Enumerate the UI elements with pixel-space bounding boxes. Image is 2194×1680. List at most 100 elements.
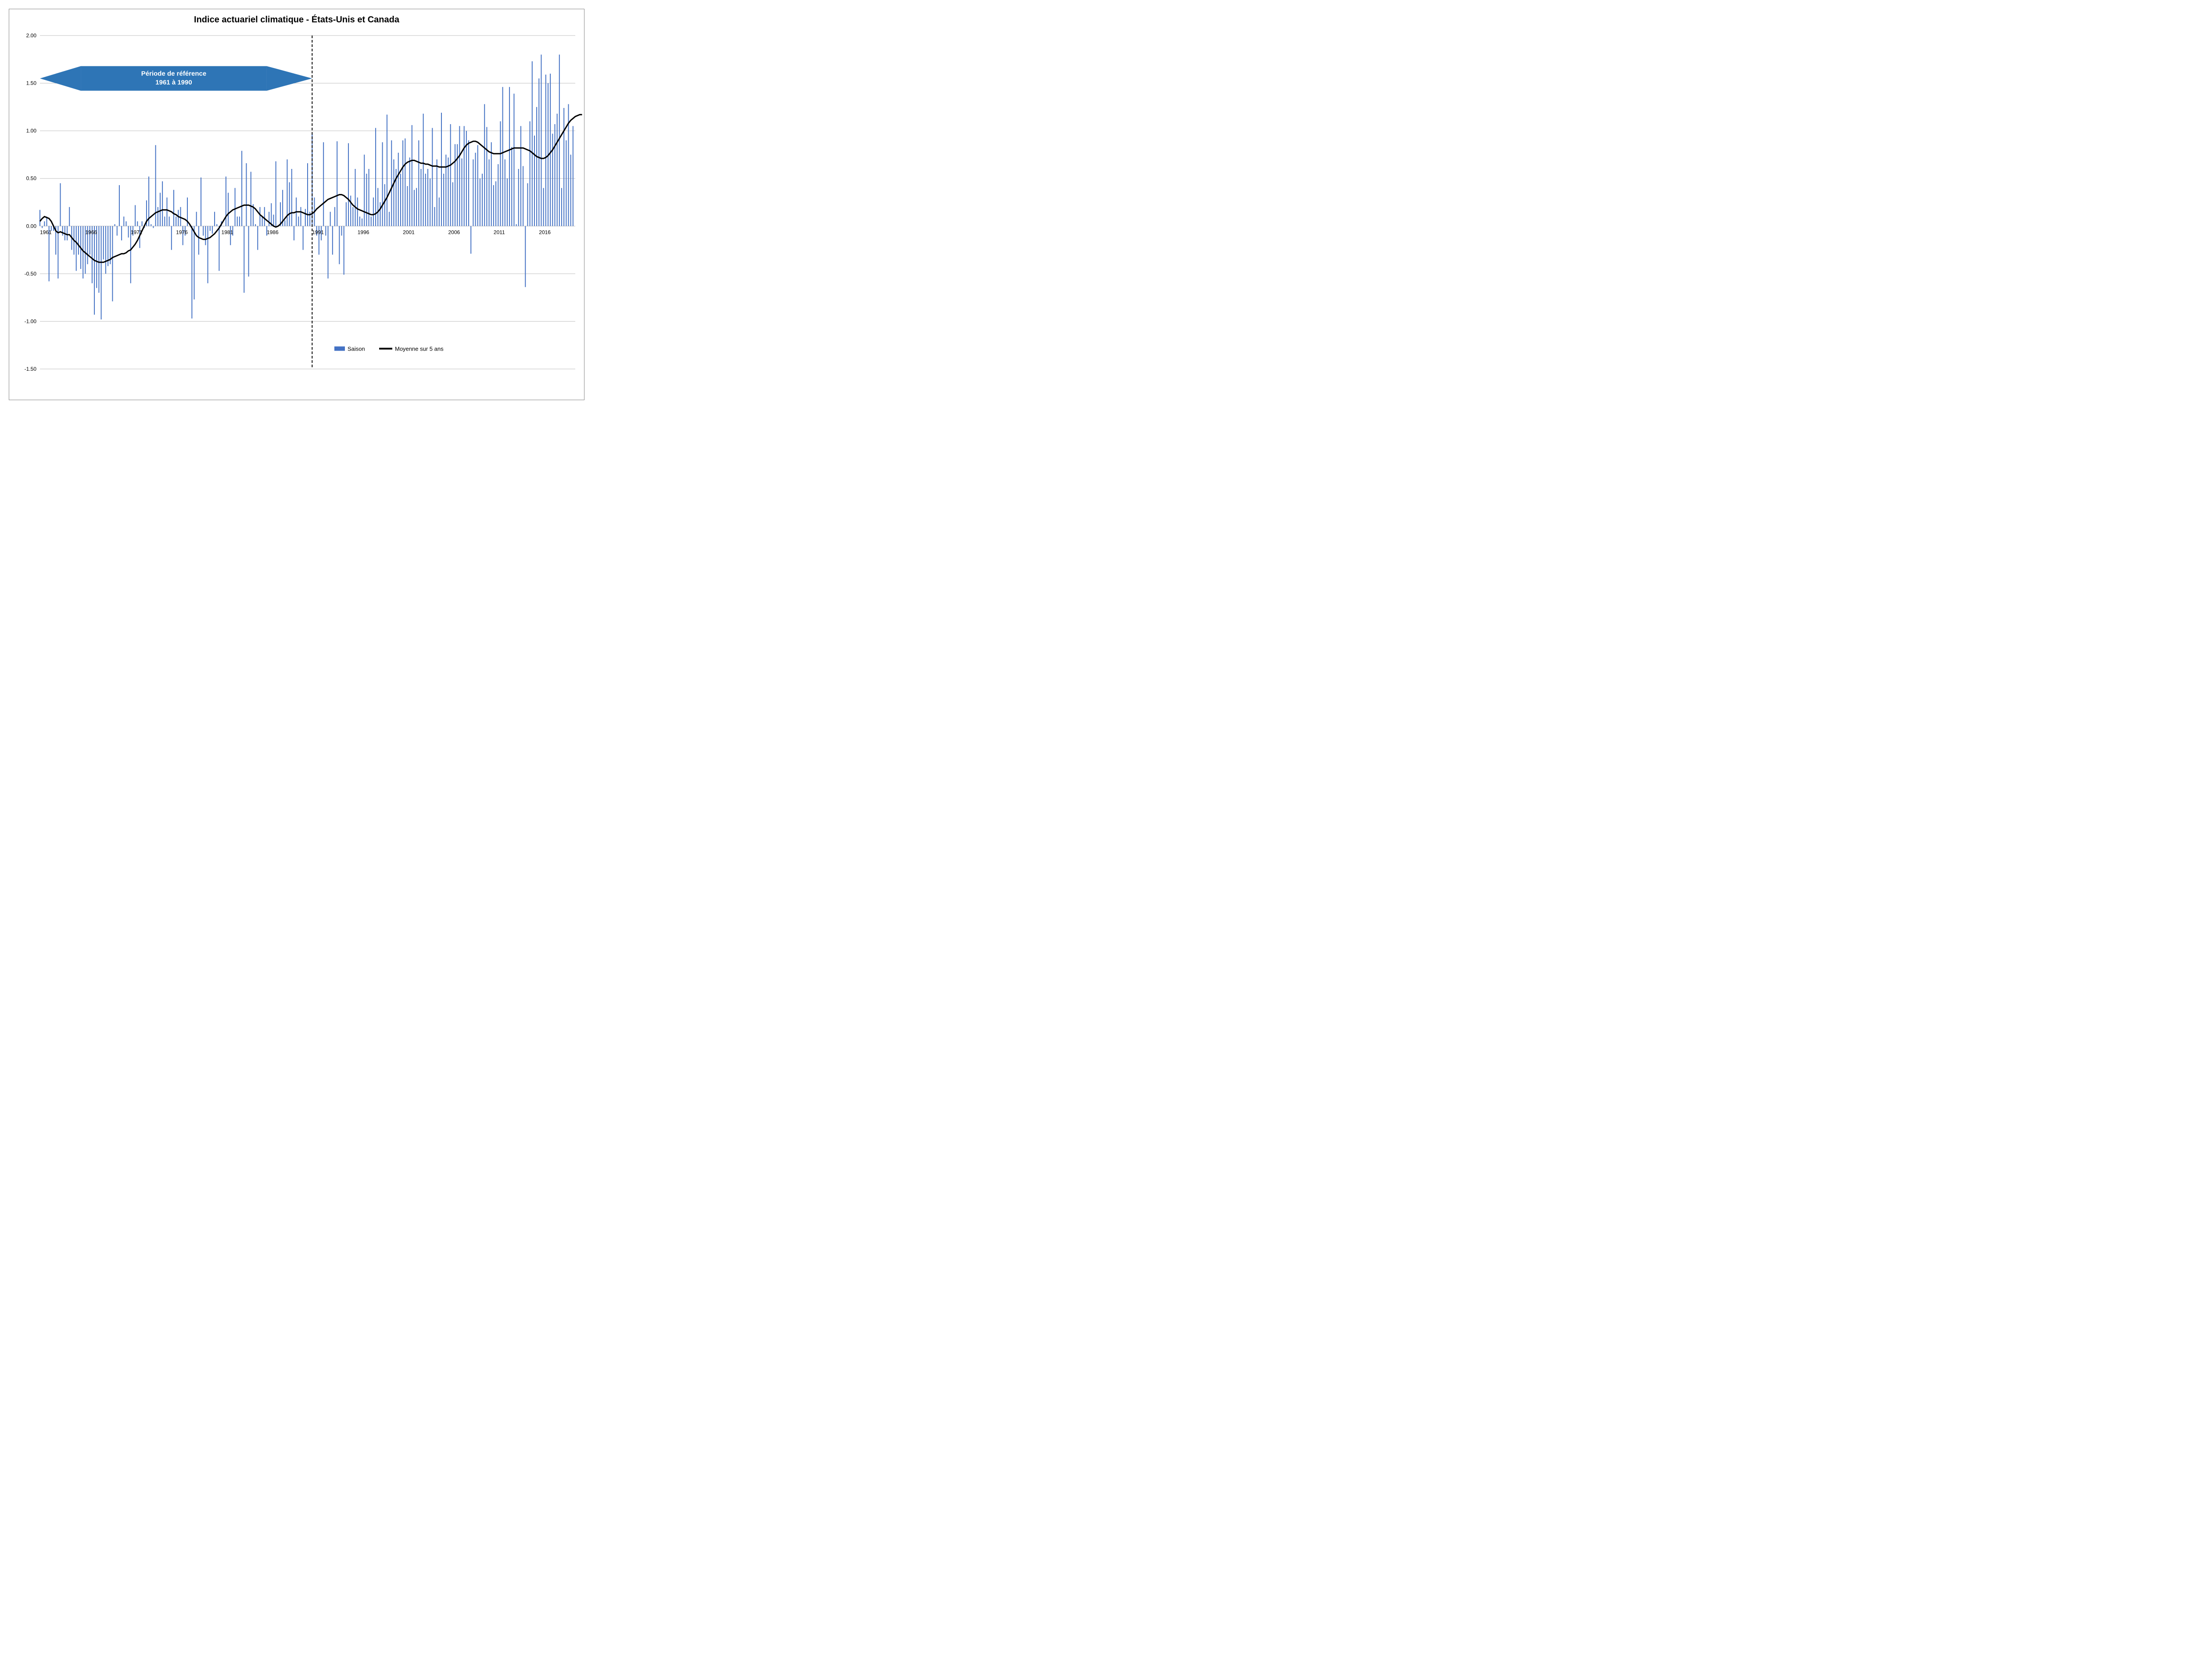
season-bar [382,142,383,226]
season-bar [373,197,374,226]
season-bar [303,226,304,250]
season-bar [323,142,324,226]
season-bar [416,188,417,226]
season-bar [60,183,61,226]
season-bar [400,174,401,226]
season-bar [180,207,181,226]
season-bar [112,226,113,301]
season-bar [502,87,503,226]
season-bar [377,188,378,226]
season-bar [300,207,301,226]
season-bar [532,61,533,226]
season-bar [557,114,558,226]
season-bar [228,193,229,226]
season-bar [357,197,358,226]
season-bar [398,153,399,226]
season-bar [44,221,45,226]
reference-arrow-left [40,66,81,91]
season-bar [341,226,342,236]
season-bar [205,226,206,245]
legend-swatch-bar [334,347,345,351]
season-bar [391,140,392,226]
x-tick-label: 2016 [539,229,551,235]
x-tick-label: 1981 [222,229,233,235]
season-bar [128,226,129,237]
season-bar [364,154,365,226]
season-bar [214,212,215,226]
season-bar [486,127,487,226]
season-bar [563,108,564,226]
season-bar [495,181,496,226]
season-bar [500,121,501,226]
season-bar [98,226,99,293]
season-bar [452,182,453,226]
x-tick-label: 2011 [494,229,505,235]
y-tick-label: 0.00 [26,223,37,229]
season-bar [477,145,478,226]
season-bar [153,226,154,228]
season-bar [178,210,179,226]
season-bar [216,224,217,226]
season-bar [264,207,265,226]
climate-index-chart: Indice actuariel climatique - États-Unis… [9,9,584,400]
season-bar [409,158,410,226]
season-bar [439,197,440,226]
season-bar [259,207,260,226]
season-bar [423,114,424,226]
season-bar [325,226,326,236]
season-bar [62,226,63,236]
season-bar [237,217,238,226]
season-bar [493,185,494,226]
season-bar [307,163,308,226]
season-bar [573,126,574,226]
season-bar [271,203,272,226]
season-bar [262,217,263,226]
season-bar [509,87,510,226]
season-bar [339,226,340,264]
season-bar [464,126,465,226]
season-bar [198,226,199,254]
season-bar [459,126,460,226]
x-tick-label: 1966 [85,229,97,235]
season-bar [371,217,372,226]
season-bar [196,212,197,226]
season-bar [427,169,428,226]
season-bar [359,217,360,226]
season-bar [135,205,136,226]
season-bar [280,202,281,226]
x-tick-label: 1986 [267,229,279,235]
season-bar [305,209,306,226]
season-bar [105,226,106,274]
y-tick-label: 1.00 [26,128,37,134]
season-bar [125,221,126,226]
season-bar [507,179,508,226]
season-bar [418,140,419,226]
season-bar [457,144,458,226]
season-bar [171,226,172,250]
season-bar [425,174,426,226]
season-bar [248,226,249,276]
season-bar [489,159,490,226]
season-bar [191,226,192,319]
season-bar [137,221,138,226]
y-tick-label: -0.50 [25,271,37,277]
season-bar [166,197,167,226]
season-bar [155,145,156,226]
season-bar [534,136,535,226]
season-bar [445,154,446,226]
season-bar [291,169,292,226]
season-bar [450,124,451,226]
y-tick-label: 2.00 [26,32,37,39]
season-bar [420,169,421,226]
y-tick-label: -1.50 [25,366,37,372]
season-bar [94,226,95,315]
season-bar [402,140,403,226]
season-bar [284,220,285,226]
season-bar [543,188,544,226]
season-bar [257,226,258,250]
x-tick-label: 1996 [358,229,369,235]
season-bar [328,226,329,278]
season-bar [289,182,290,226]
season-bar [346,202,347,226]
season-bar [348,143,349,226]
